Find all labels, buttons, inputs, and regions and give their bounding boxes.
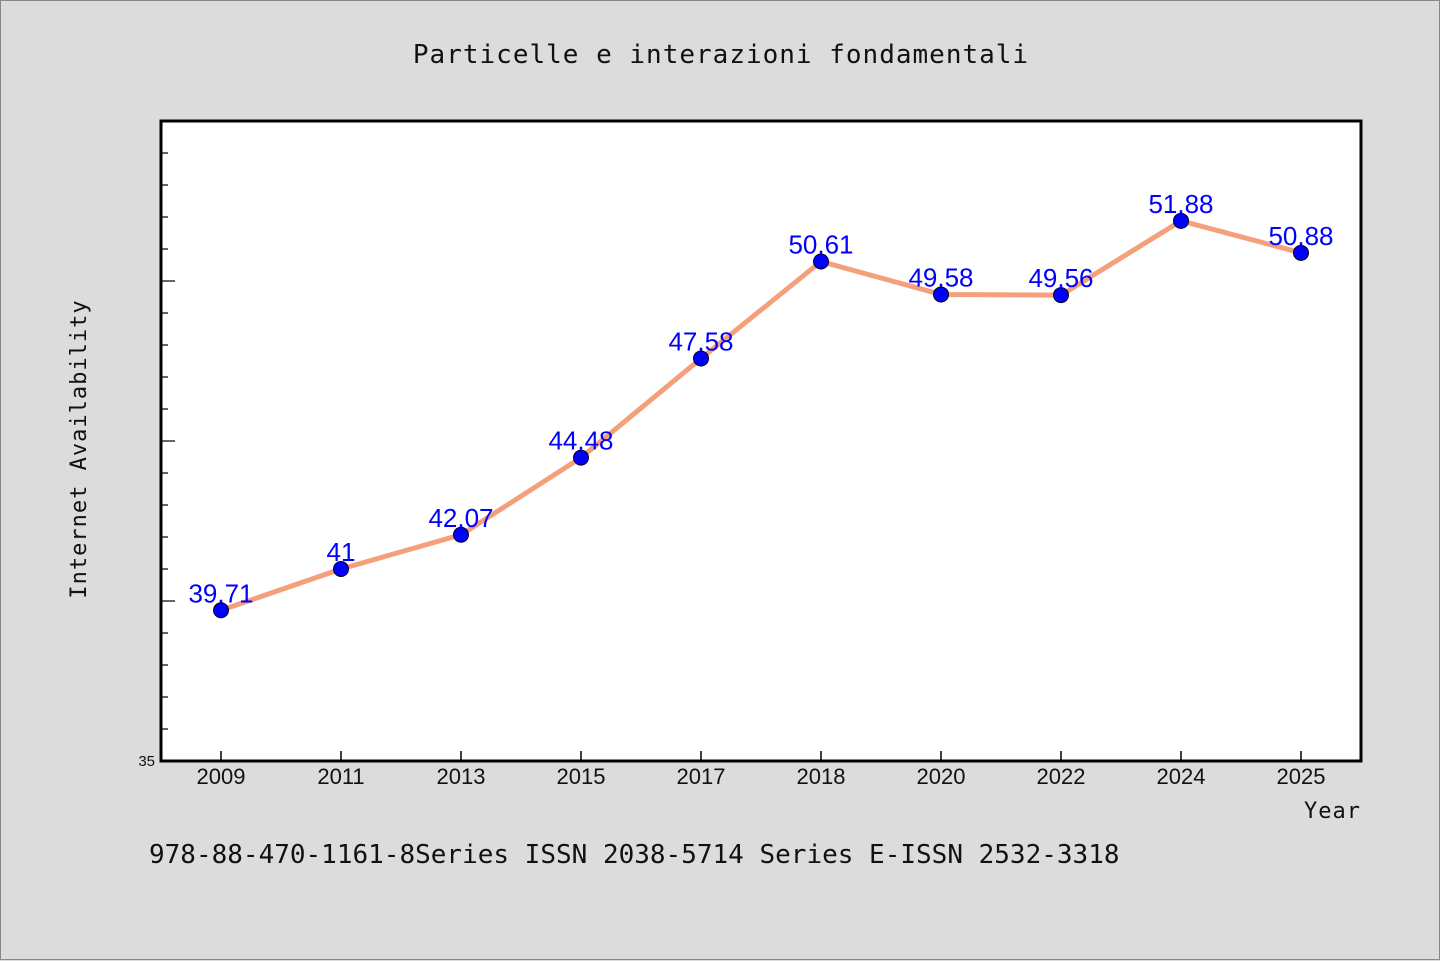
data-label: 49.56 — [1028, 263, 1093, 293]
data-point-marker — [933, 286, 949, 303]
x-tick-label: 2017 — [677, 764, 726, 789]
x-tick-label: 2015 — [557, 764, 606, 789]
y-axis-ticks: 35 — [138, 152, 175, 770]
x-axis-label: Year — [1304, 799, 1361, 824]
x-tick-label: 2018 — [797, 764, 846, 789]
data-point-marker — [453, 526, 469, 543]
data-label: 39.71 — [188, 578, 253, 608]
data-label: 51.88 — [1148, 189, 1213, 219]
data-label: 41 — [327, 537, 356, 567]
data-label: 42.07 — [428, 503, 493, 533]
data-point-marker — [213, 602, 229, 619]
data-point-marker — [573, 449, 589, 466]
x-tick-label: 2022 — [1037, 764, 1086, 789]
series-line — [218, 218, 1304, 613]
x-tick-label: 2011 — [317, 764, 364, 789]
data-point-marker — [1293, 244, 1309, 261]
series-layer — [213, 212, 1309, 619]
chart-title: Particelle e interazioni fondamentali — [413, 40, 1029, 70]
y-axis-label: Internet Availability — [67, 299, 92, 598]
data-label: 47.58 — [668, 326, 733, 356]
y-tick-label: 35 — [138, 753, 155, 770]
plot-area — [159, 119, 1363, 763]
data-point-marker — [813, 253, 829, 270]
data-point-marker — [333, 561, 349, 577]
data-point-marker — [693, 350, 709, 367]
x-tick-label: 2013 — [437, 764, 486, 789]
data-label: 50.88 — [1268, 221, 1333, 251]
data-label: 49.58 — [908, 262, 973, 292]
data-label: 44.48 — [548, 426, 613, 456]
data-label: 50.61 — [788, 229, 853, 259]
footer-isbn-issn: 978-88-470-1161-8Series ISSN 2038-5714 S… — [149, 840, 1120, 870]
x-axis-ticks: 2009 2011 2013 2015 2017 2018 2020 2022 2024 2025 — [197, 751, 1326, 789]
x-tick-label: 2020 — [917, 764, 966, 789]
x-tick-label: 2024 — [1157, 764, 1206, 789]
x-tick-label: 2025 — [1277, 764, 1326, 789]
data-point-marker — [1173, 212, 1189, 229]
data-labels-layer: 39.71 41 42.07 44.48 47.58 50.61 49.58 49.56 51.… — [188, 189, 1333, 608]
data-point-marker — [1053, 287, 1069, 304]
x-tick-label: 2009 — [197, 764, 246, 789]
